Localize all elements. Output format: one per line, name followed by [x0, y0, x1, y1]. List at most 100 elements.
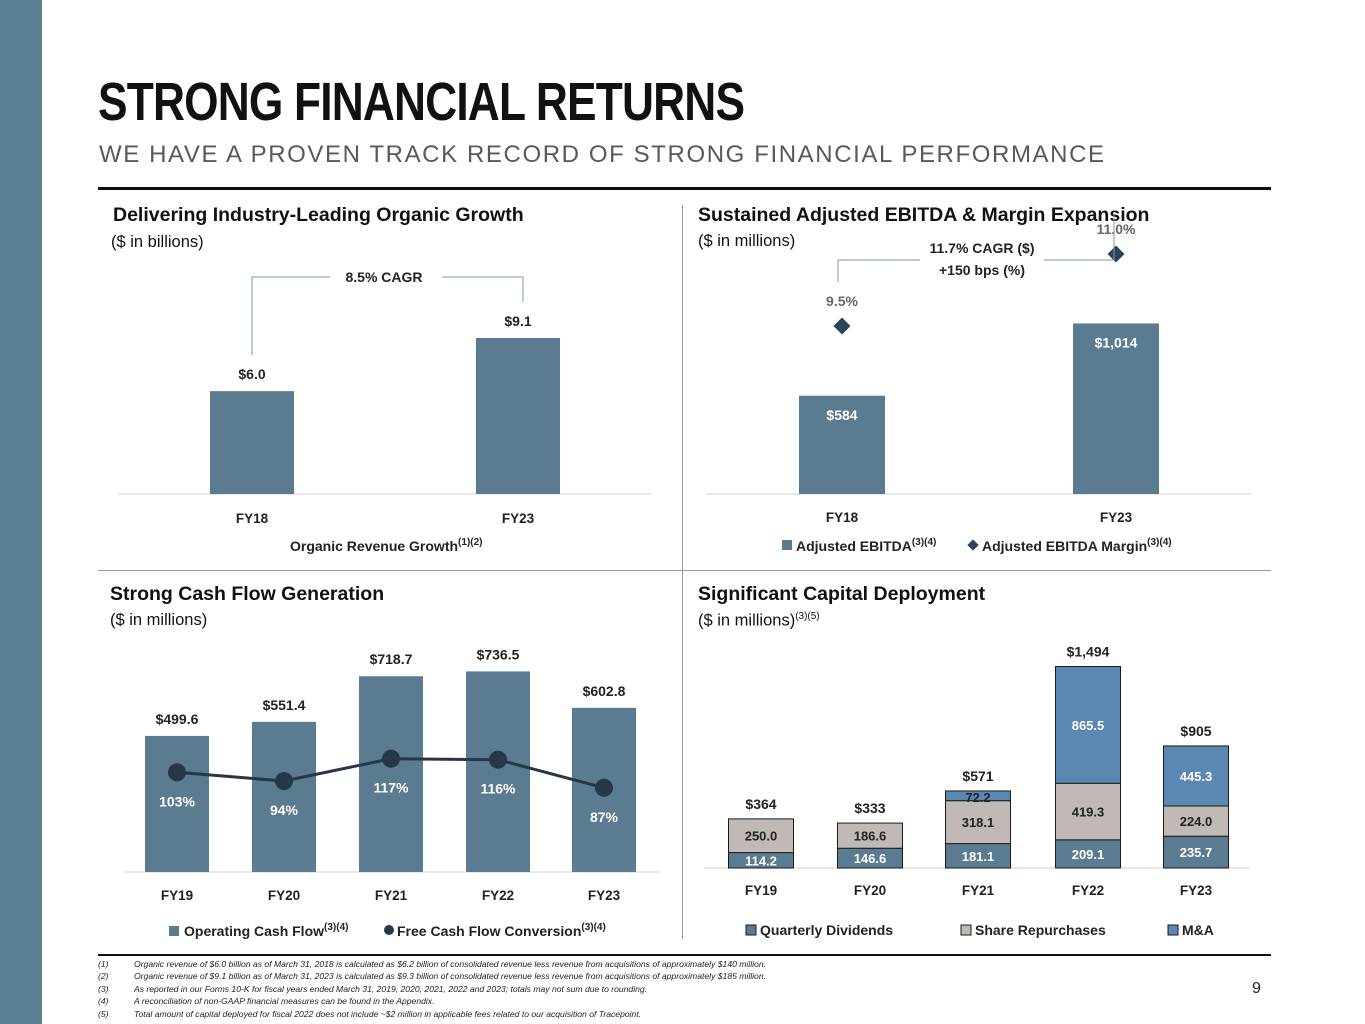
organic-growth-units: ($ in billions)	[111, 233, 204, 251]
margin-value-label: 11.0%	[1097, 221, 1136, 237]
legend-ma: M&A	[1182, 922, 1214, 938]
conversion-value-label: 94%	[270, 802, 299, 818]
bar-fy23	[476, 338, 560, 494]
segment-value-label: 186.6	[854, 829, 887, 844]
dividends-segment-fy21	[945, 843, 1011, 869]
bar-fy18	[799, 395, 885, 494]
capital-deployment-units-text: ($ in millions)	[698, 611, 796, 630]
capital-deployment-chart: 114.2 250.0 $364 FY19 146.6 186.6 $333 FY20 181.…	[704, 644, 1250, 938]
stack-total-label: $364	[745, 796, 776, 812]
cash-flow-units: ($ in millions)	[110, 611, 208, 629]
bar-value-label: $602.8	[583, 683, 626, 699]
x-tick-label: FY22	[1072, 883, 1104, 898]
legend-label: Organic Revenue Growth	[290, 538, 458, 554]
ma-segment-fy23	[1163, 745, 1229, 807]
repurchases-segment-fy22	[1055, 782, 1121, 841]
stack-total-label: $1,494	[1067, 644, 1110, 660]
segment-value-label: 419.3	[1072, 805, 1105, 820]
title-rule	[98, 187, 1271, 190]
cash-flow-title: Strong Cash Flow Generation	[110, 583, 385, 605]
conversion-value-label: 87%	[590, 809, 619, 825]
conversion-marker-fy22	[489, 750, 507, 769]
vertical-divider	[682, 205, 683, 939]
x-tick-label: FY23	[1100, 510, 1133, 525]
footnote-text: Organic revenue of $6.0 billion as of Ma…	[134, 959, 767, 969]
bar-fy22	[466, 671, 530, 872]
segment-value-label: 318.1	[962, 815, 995, 830]
bar-value-label: $584	[826, 407, 857, 423]
x-tick-label: FY20	[854, 883, 886, 898]
capital-deployment-title: Significant Capital Deployment	[698, 583, 986, 605]
capital-deployment-units: ($ in millions)(3)(5)	[698, 611, 820, 631]
footnote-text: Organic revenue of $9.1 billion as of Ma…	[134, 971, 767, 982]
segment-value-label: 181.1	[962, 849, 995, 864]
legend-free-cash-flow-conversion: Free Cash Flow Conversion(3)(4)	[397, 922, 606, 939]
bar-value-label: $6.0	[238, 366, 265, 382]
cagr-annotation-line-1: 11.7% CAGR ($)	[929, 240, 1034, 256]
legend-footnote: (3)(4)	[912, 537, 936, 548]
bar-value-label: $499.6	[156, 711, 199, 727]
legend-footnote: (3)(4)	[1147, 537, 1171, 548]
x-tick-label: FY18	[826, 510, 859, 525]
footnote-number: (1)	[98, 959, 109, 969]
x-tick-label: FY23	[502, 511, 535, 526]
footnote-number: (3)	[98, 983, 109, 994]
x-tick-label: FY23	[1180, 883, 1213, 898]
x-tick-label: FY19	[161, 888, 193, 903]
legend-organic-revenue-growth: Organic Revenue Growth(1)(2)	[290, 537, 483, 554]
segment-value-label: 114.2	[745, 853, 777, 868]
footnote-number: (5)	[98, 1008, 109, 1019]
x-tick-label: FY19	[745, 883, 777, 898]
cagr-annotation-line-2: +150 bps (%)	[939, 262, 1025, 278]
conversion-marker-fy23	[595, 778, 613, 797]
segment-value-label: 72.2	[965, 790, 990, 805]
conversion-marker-fy19	[168, 763, 186, 782]
legend-square-marker	[1167, 924, 1179, 936]
conversion-value-label: 103%	[159, 793, 195, 809]
legend-square-marker	[169, 926, 179, 936]
bar-fy21	[359, 676, 423, 872]
bar-fy18	[210, 391, 294, 494]
cagr-annotation: 8.5% CAGR	[345, 269, 422, 285]
legend-adjusted-ebitda: Adjusted EBITDA(3)(4)	[796, 537, 936, 554]
repurchases-segment-fy20	[837, 822, 903, 849]
organic-growth-chart: $6.0 FY18 $9.1 FY23 8.5% CAGR Organic Revenue…	[118, 267, 652, 554]
legend-square-marker	[782, 540, 792, 550]
page-subtitle: WE HAVE A PROVEN TRACK RECORD OF STRONG …	[99, 141, 1106, 168]
footnote-3: (3) As reported in our Forms 10-K for fis…	[98, 983, 766, 995]
bar-fy20	[252, 721, 316, 872]
footnote-text: A reconciliation of non-GAAP financial m…	[134, 996, 435, 1007]
footnote-4: (4) A reconciliation of non-GAAP financia…	[98, 995, 766, 1007]
bar-fy23	[1073, 323, 1159, 494]
repurchases-segment-fy19	[728, 818, 794, 854]
dividends-segment-fy23	[1163, 835, 1229, 869]
legend-repurchases: Share Repurchases	[975, 922, 1106, 938]
x-tick-label: FY21	[962, 883, 995, 898]
stack-total-label: $333	[854, 800, 885, 816]
segment-value-label: 235.7	[1180, 845, 1213, 860]
bar-value-label: $551.4	[263, 697, 306, 713]
legend-footnote: (3)(4)	[324, 922, 348, 933]
legend-circle-marker	[384, 925, 394, 935]
bar-value-label: $9.1	[504, 313, 531, 329]
footnote-text: Total amount of capital deployed for fis…	[134, 1008, 642, 1019]
repurchases-segment-fy23	[1163, 805, 1229, 837]
ma-segment-fy22	[1055, 666, 1121, 784]
legend-square-marker	[745, 924, 757, 936]
footnote-1: (1) Organic revenue of $6.0 billion as of…	[98, 958, 766, 970]
segment-value-label: 865.5	[1072, 718, 1105, 733]
cagr-label-background	[330, 267, 442, 287]
footnote-5: (5) Total amount of capital deployed for …	[98, 1008, 766, 1020]
footer-rule	[98, 954, 1271, 956]
x-tick-label: FY18	[236, 511, 269, 526]
ebitda-units: ($ in millions)	[698, 232, 796, 250]
legend-label: Adjusted EBITDA	[796, 538, 912, 554]
conversion-marker-fy20	[275, 772, 293, 791]
ebitda-chart: $584 FY18 9.5% $1,014 FY23 11.0% 11.7% CAGR ($…	[706, 214, 1252, 554]
segment-value-label: 445.3	[1180, 769, 1213, 784]
stack-total-label: $905	[1180, 723, 1211, 739]
cagr-label-background	[920, 236, 1044, 284]
legend-footnote: (3)(4)	[581, 922, 605, 933]
segment-value-label: 250.0	[745, 829, 778, 844]
x-tick-label: FY21	[375, 888, 408, 903]
